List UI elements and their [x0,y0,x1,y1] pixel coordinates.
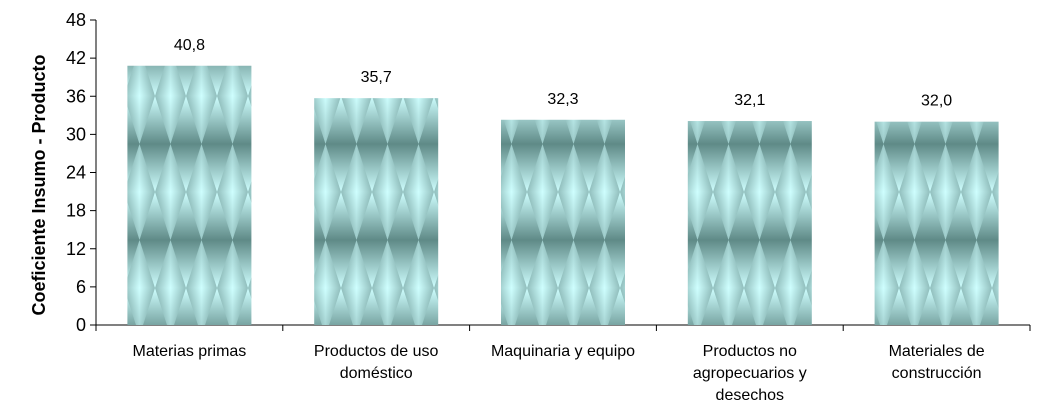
bar [874,121,999,326]
y-tick-label: 36 [66,86,86,106]
y-tick-label: 0 [76,315,86,335]
x-tick-label: Productos de uso doméstico [314,343,439,382]
bars [127,65,999,326]
x-axis [95,324,1031,331]
bar [687,121,812,325]
bar [314,98,439,325]
y-axis-title: Coeficiente Insumo - Producto [29,54,49,315]
data-label: 32,1 [734,92,765,109]
y-tick-label: 30 [66,124,86,144]
x-tick-label: Materias primas [132,343,246,360]
value-labels: 40,8 35,7 32,3 32,1 32,0 [174,37,952,110]
data-label: 40,8 [174,37,205,54]
data-label: 32,0 [921,93,952,110]
data-label: 35,7 [361,69,392,86]
data-label: 32,3 [547,91,578,108]
bar [127,65,252,325]
y-tick-label: 6 [76,277,86,297]
x-tick-label: Maquinaria y equipo [491,343,635,360]
y-tick-label: 24 [66,163,86,183]
y-tick-label: 42 [66,48,86,68]
x-tick-label: Productos no agropecuarios y desechos [693,343,807,404]
y-tick-label: 48 [66,10,86,30]
y-tick-label: 12 [66,239,86,259]
x-tick-label: Materiales de construcción [889,343,985,382]
bar [501,119,625,326]
y-axis: 0 6 12 18 24 30 36 42 48 [66,10,97,335]
category-labels: Materias primas Productos de uso doméstico… [132,343,984,404]
y-tick-label: 18 [66,201,86,221]
